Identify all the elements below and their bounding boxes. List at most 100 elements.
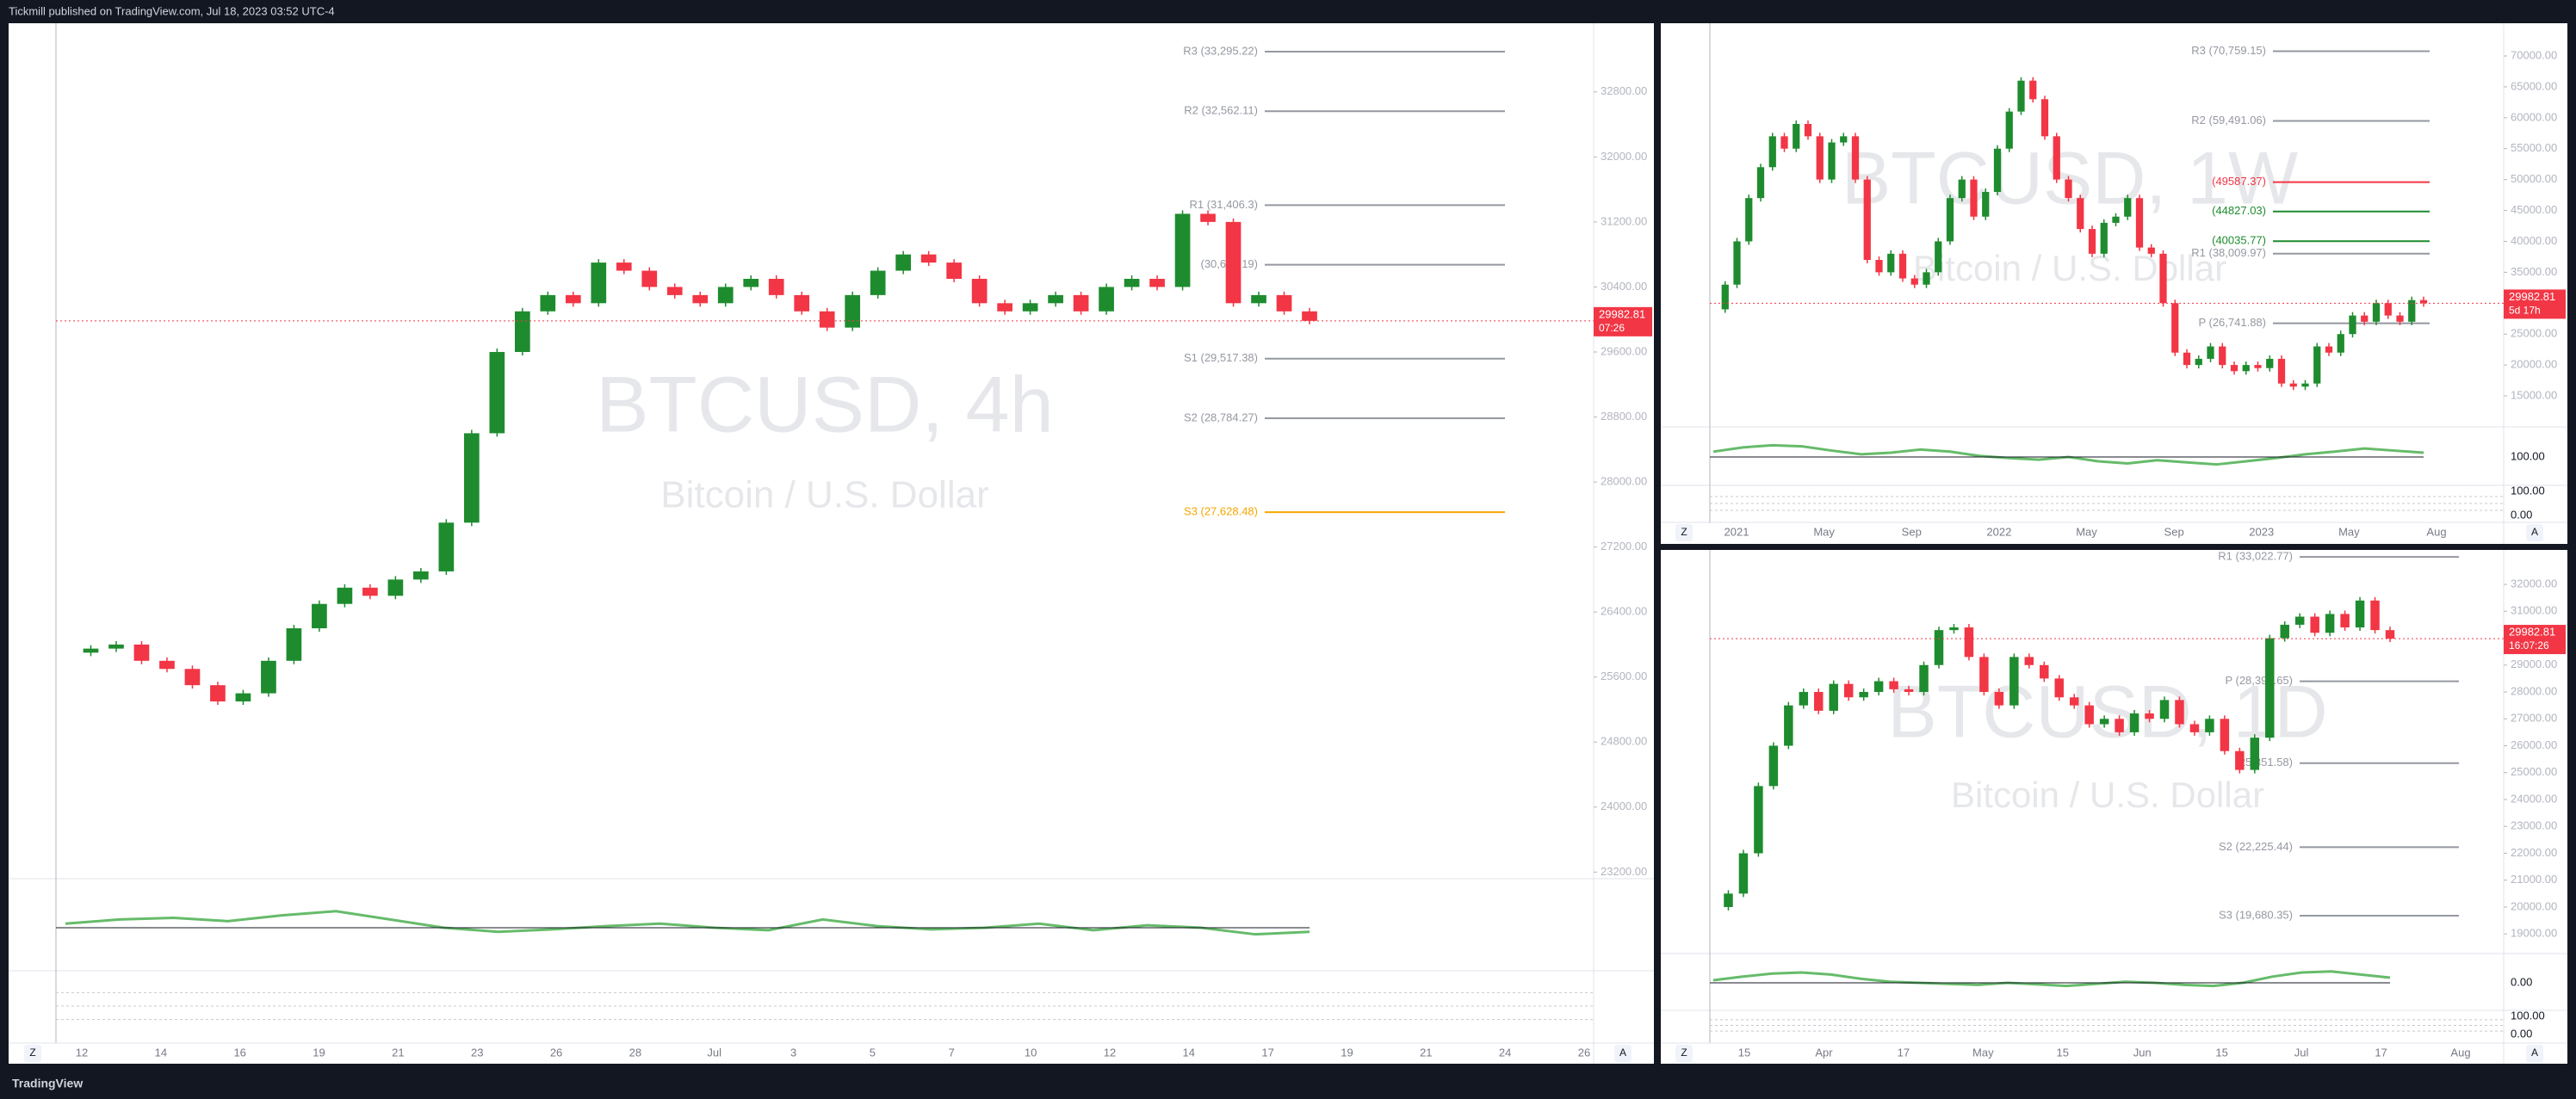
- candle: [2135, 198, 2144, 248]
- y-tick-label: 26400.00: [1601, 605, 1647, 618]
- axis-button-label[interactable]: Z: [1681, 526, 1687, 538]
- candle: [1738, 853, 1749, 894]
- candle: [2005, 111, 2013, 149]
- candle: [1200, 213, 1216, 222]
- candle: [1875, 260, 1883, 273]
- candle: [1745, 198, 1753, 242]
- candle: [2115, 719, 2124, 732]
- x-tick-label: Sep: [1902, 525, 1922, 538]
- candle: [1887, 253, 1895, 273]
- candle: [1923, 272, 1930, 285]
- x-tick-label: Jul: [2294, 1046, 2309, 1059]
- candle: [362, 587, 378, 596]
- candle: [2408, 299, 2416, 322]
- candle: [768, 278, 784, 295]
- candle: [2112, 216, 2120, 223]
- candle: [1174, 213, 1191, 287]
- candle: [2396, 315, 2404, 322]
- candle: [1910, 278, 1918, 285]
- candle: [1225, 221, 1242, 304]
- candle: [1099, 287, 1114, 312]
- axis-button[interactable]: [2526, 1045, 2543, 1062]
- candle: [1784, 705, 1793, 746]
- y-tick-label: 32000.00: [1601, 150, 1647, 163]
- x-tick-label: Aug: [2426, 525, 2446, 538]
- x-tick-label: 19: [1341, 1046, 1353, 1059]
- candle: [2029, 80, 2037, 100]
- pivot-label: R1 (33,022.77): [2218, 550, 2293, 563]
- brand[interactable]: TradingView: [12, 1077, 83, 1090]
- y-tick-label: 50000.00: [2511, 172, 2557, 185]
- candle: [2024, 657, 2034, 665]
- candle: [1814, 692, 1824, 711]
- candle: [463, 433, 480, 523]
- candle: [2370, 600, 2380, 631]
- candle: [1994, 692, 2004, 706]
- candle: [1964, 627, 1974, 658]
- candle: [1979, 657, 1989, 693]
- candle: [2349, 315, 2356, 335]
- pivot-label: S2 (28,784.27): [1184, 411, 1258, 423]
- candle: [2183, 352, 2191, 366]
- axis-button[interactable]: [2526, 524, 2543, 541]
- oscillator-axis-label: 100.00: [2511, 449, 2545, 462]
- axis-button-label[interactable]: A: [2531, 526, 2538, 538]
- candle: [2242, 365, 2250, 372]
- axis-button[interactable]: [1614, 1045, 1632, 1062]
- symbol-watermark: BTCUSD, 1W: [1842, 138, 2298, 220]
- candle: [1958, 179, 1966, 199]
- axis-button[interactable]: [24, 1045, 41, 1062]
- axis-button[interactable]: [1675, 524, 1693, 541]
- y-tick-label: 60000.00: [2511, 110, 2557, 123]
- candle: [540, 294, 556, 312]
- candle: [413, 571, 429, 580]
- candle: [2054, 678, 2064, 698]
- x-tick-label: May: [1972, 1046, 1994, 1059]
- y-tick-label: 23200.00: [1601, 865, 1647, 878]
- y-tick-label: 29600.00: [1601, 344, 1647, 357]
- candle: [2084, 705, 2094, 725]
- oscillator-axis-label: 100.00: [2511, 484, 2545, 497]
- candle: [2159, 253, 2167, 304]
- axis-button-label[interactable]: A: [1619, 1047, 1626, 1059]
- candle: [2053, 136, 2060, 180]
- y-tick-label: 20000.00: [2511, 358, 2557, 371]
- candle: [2017, 80, 2025, 112]
- axis-button-label[interactable]: A: [2531, 1047, 2538, 1059]
- candle: [2175, 700, 2184, 725]
- candle: [2077, 198, 2084, 230]
- candle: [2340, 614, 2350, 628]
- price-tag-countdown: 16:07:26: [2509, 639, 2549, 651]
- candle: [1863, 179, 1871, 261]
- price-tag: [1594, 306, 1652, 336]
- candle: [2195, 358, 2202, 366]
- price-tag: [2504, 625, 2566, 655]
- candle: [2266, 358, 2274, 368]
- candle: [1840, 136, 1848, 143]
- candle: [1276, 294, 1292, 312]
- candle: [591, 262, 607, 304]
- candle: [2069, 697, 2079, 706]
- candle: [819, 311, 835, 328]
- candle: [1935, 241, 1942, 273]
- candle: [1873, 681, 1884, 693]
- y-tick-label: 28800.00: [1601, 410, 1647, 423]
- price-tag-value: 29982.81: [1599, 307, 1645, 320]
- candle: [1829, 683, 1838, 711]
- candle: [2419, 299, 2428, 304]
- candle: [1756, 167, 1765, 199]
- candle: [438, 522, 455, 571]
- pivot-label: R1 (38,009.97): [2191, 246, 2266, 259]
- candle: [1843, 683, 1854, 698]
- axis-button-label[interactable]: Z: [1681, 1047, 1687, 1059]
- pivot-label: P (28,396.65): [2225, 674, 2293, 687]
- candle: [666, 287, 683, 295]
- y-tick-label: 70000.00: [2511, 48, 2557, 61]
- candle: [1949, 627, 1959, 631]
- axis-button-label[interactable]: Z: [29, 1047, 35, 1059]
- oscillator-axis-label: 100.00: [2511, 1009, 2545, 1022]
- x-tick-label: 12: [76, 1046, 88, 1059]
- candle: [2219, 346, 2226, 366]
- axis-button[interactable]: [1675, 1045, 1693, 1062]
